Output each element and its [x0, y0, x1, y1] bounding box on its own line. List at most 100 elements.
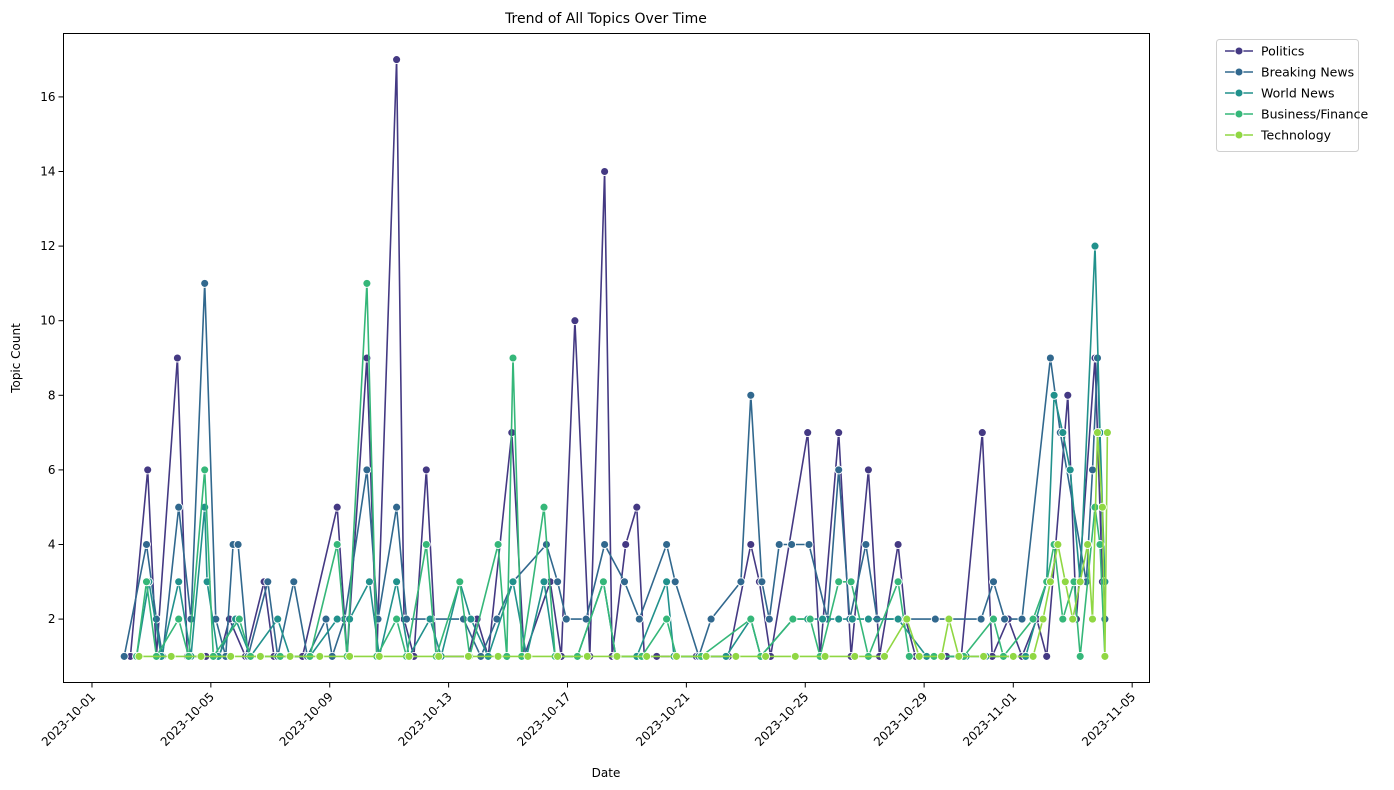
data-point — [787, 540, 797, 549]
legend-item: Politics — [1225, 44, 1304, 59]
data-point — [539, 577, 549, 587]
data-point — [904, 651, 914, 661]
data-point — [804, 540, 814, 549]
data-point — [701, 651, 711, 661]
x-tick-label: 2023-10-17 — [514, 690, 573, 749]
data-point — [1000, 614, 1010, 624]
data-point — [315, 651, 325, 661]
data-point — [612, 651, 622, 661]
data-point — [880, 651, 889, 661]
data-point — [989, 614, 998, 624]
data-point — [893, 577, 903, 587]
data-point — [508, 577, 518, 587]
y-tick-label: 10 — [40, 314, 55, 328]
data-point — [861, 540, 871, 549]
data-point — [404, 651, 414, 661]
data-point — [979, 651, 989, 661]
series-line — [123, 282, 1106, 658]
data-point — [174, 577, 184, 587]
data-point — [174, 502, 184, 512]
data-point — [1102, 428, 1112, 438]
data-point — [493, 651, 503, 661]
data-point — [893, 614, 903, 624]
data-point — [273, 614, 283, 624]
data-point — [285, 651, 295, 661]
data-point — [455, 577, 465, 587]
legend-item: Technology — [1225, 128, 1332, 143]
data-point — [930, 614, 940, 624]
x-tick-label: 2023-10-13 — [396, 690, 455, 749]
x-tick-label: 2023-10-21 — [633, 690, 692, 749]
data-point — [746, 614, 756, 624]
legend-label: Technology — [1260, 128, 1332, 143]
data-point — [570, 316, 580, 326]
data-point — [736, 577, 746, 587]
data-point — [902, 614, 912, 624]
y-tick-label: 6 — [48, 463, 56, 477]
data-point — [1042, 651, 1052, 661]
data-point — [332, 502, 342, 512]
chart-title: Trend of All Topics Over Time — [504, 11, 707, 27]
x-tick-label: 2023-10-05 — [158, 690, 217, 749]
data-point — [200, 465, 210, 475]
data-point — [255, 651, 265, 661]
data-point — [620, 577, 629, 587]
data-point — [166, 651, 176, 661]
series-technology — [134, 428, 1112, 661]
legend-label: Politics — [1261, 44, 1304, 59]
data-point — [1058, 428, 1068, 438]
y-tick-label: 16 — [40, 90, 55, 104]
legend-box — [1216, 39, 1359, 152]
data-point — [834, 614, 844, 624]
data-point — [1045, 577, 1055, 587]
x-tick-label: 2023-10-01 — [39, 690, 98, 749]
data-point — [582, 651, 592, 661]
data-point — [463, 651, 473, 661]
data-point — [1065, 465, 1075, 475]
series-line — [139, 431, 1109, 658]
data-point — [761, 651, 771, 661]
y-tick-label: 4 — [48, 537, 56, 551]
data-point — [731, 651, 741, 661]
data-point — [954, 651, 964, 661]
data-point — [1058, 614, 1068, 624]
data-point — [1088, 614, 1097, 624]
data-point — [672, 651, 681, 661]
data-point — [774, 540, 784, 549]
data-point — [374, 651, 384, 661]
legend-label: Breaking News — [1261, 65, 1354, 80]
data-point — [863, 465, 873, 475]
data-point — [508, 353, 518, 363]
data-point — [1038, 614, 1048, 624]
data-point — [1088, 465, 1097, 475]
legend: Politics Breaking News World News Business/… — [1216, 39, 1368, 152]
data-point — [459, 614, 468, 624]
data-point — [1049, 390, 1059, 400]
data-point — [621, 540, 631, 549]
data-point — [834, 465, 844, 475]
data-point — [134, 651, 144, 661]
data-point — [364, 577, 374, 587]
data-point — [539, 502, 549, 512]
y-tick-label: 12 — [40, 239, 55, 253]
legend-label: Business/Finance — [1261, 107, 1368, 122]
series-breaking-news — [119, 278, 1110, 661]
data-point — [434, 651, 444, 661]
data-point — [1063, 390, 1073, 400]
legend-item: Business/Finance — [1225, 107, 1368, 122]
data-point — [977, 428, 987, 438]
x-tick-label: 2023-11-05 — [1079, 690, 1138, 749]
data-point — [362, 278, 372, 288]
legend-marker — [1234, 67, 1244, 77]
y-tick-label: 8 — [48, 388, 56, 402]
data-point — [553, 577, 563, 587]
legend-item: World News — [1225, 86, 1335, 101]
series-politics — [125, 55, 1107, 661]
y-tick-label: 2 — [48, 612, 56, 626]
x-axis: 2023-10-01 2023-10-05 2023-10-09 2023-10-13… — [39, 682, 1138, 749]
data-point — [263, 577, 273, 587]
data-point — [893, 540, 903, 549]
data-point — [553, 651, 563, 661]
data-point — [834, 428, 844, 438]
